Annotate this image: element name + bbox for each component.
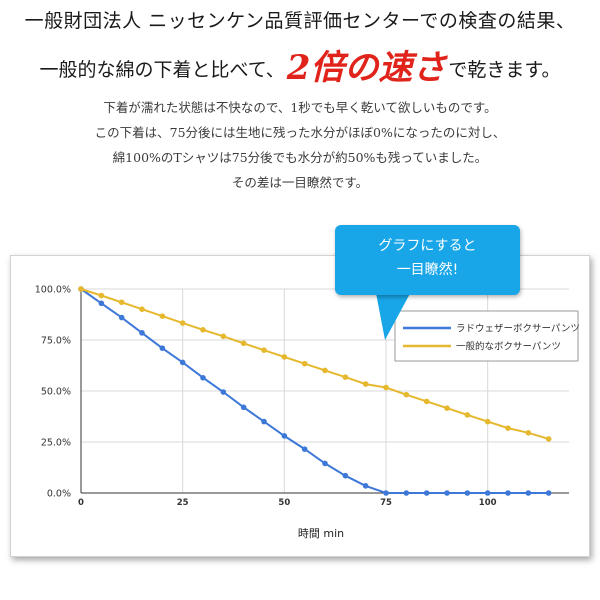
series-2-point xyxy=(98,292,105,299)
callout-line-1: グラフにすると xyxy=(378,238,477,254)
description-line-3: 綿100%のTシャツは75分後でも水分が約50%も残っていました。 xyxy=(112,150,488,165)
series-2-point xyxy=(362,381,369,387)
series-1-point xyxy=(322,460,328,467)
headline-emphasis: 2倍の速さ xyxy=(286,48,447,88)
series-1-point xyxy=(159,345,166,351)
series-2-point xyxy=(545,436,552,442)
series-2-point xyxy=(159,313,166,319)
series-2-point xyxy=(383,384,389,391)
series-2-point xyxy=(78,286,84,292)
series-1-point xyxy=(342,472,349,479)
dry-speed-chart: 0.0% 25.0% 50.0% 75.0% 100.0% 0 25 50 75 100 ラドウェ… xyxy=(35,285,580,541)
chart-series xyxy=(78,286,552,496)
series-1-point xyxy=(220,389,227,395)
series-1-point xyxy=(240,404,247,411)
y-tick-label: 75.0% xyxy=(41,336,71,347)
legend-label-series-2: 一般的なボクサーパンツ xyxy=(456,341,561,353)
series-1-point xyxy=(525,490,532,496)
chart-legend: ラドウェザーボクサーパンツ 一般的なボクサーパンツ xyxy=(394,310,580,362)
description-line-2: この下着は、75分後には生地に残った水分がほぼ0%になったのに対し、 xyxy=(94,125,506,140)
headline-line2-after: で乾きます。 xyxy=(448,59,561,81)
chart-axes: 0.0% 25.0% 50.0% 75.0% 100.0% 0 25 50 75 100 xyxy=(35,285,569,508)
series-1-point xyxy=(464,490,471,496)
chart-panel: 0.0% 25.0% 50.0% 75.0% 100.0% 0 25 50 75 100 ラドウェ… xyxy=(10,255,590,557)
series-2-point xyxy=(220,333,227,340)
headline-line1: 一般財団法人 ニッセンケン品質評価センターでの検査の結果、 xyxy=(24,10,576,32)
description-line-1: 下着が濡れた状態は不快なので、1秒でも早く乾いて欲しいものです。 xyxy=(103,100,497,115)
legend-label-series-1: ラドウェザーボクサーパンツ xyxy=(456,324,580,335)
series-2-point xyxy=(444,405,450,411)
series-1-point xyxy=(423,490,430,496)
description-line-4: その差は一目瞭然です。 xyxy=(231,175,369,190)
series-1-point xyxy=(118,314,125,321)
headline-line2-before: 一般的な綿の下着と比べて、 xyxy=(39,59,285,81)
series-1-point xyxy=(98,300,105,307)
y-tick-label: 50.0% xyxy=(41,387,71,398)
callout-tail xyxy=(375,288,413,340)
series-2-point xyxy=(464,412,471,418)
callout-line-2: 一目瞭然! xyxy=(396,262,459,278)
series-2-point xyxy=(403,391,410,398)
series-2-point xyxy=(322,367,328,374)
series-1-point xyxy=(505,490,511,496)
series-2-point xyxy=(423,398,430,405)
series-2-point xyxy=(505,425,511,431)
series-2-point xyxy=(240,340,247,347)
series-2-point xyxy=(118,299,125,306)
series-1-point xyxy=(281,433,288,439)
series-2-point xyxy=(281,354,288,360)
series-2-point xyxy=(179,320,186,326)
y-tick-label: 0.0% xyxy=(47,489,71,500)
headline-line2: 一般的な綿の下着と比べて、2倍の速さ で乾きます。 xyxy=(0,40,600,89)
description-block: 下着が濡れた状態は不快なので、1秒でも早く乾いて欲しいものです。 この下着は、7… xyxy=(0,95,600,195)
series-2-point xyxy=(301,360,308,367)
series-1-point xyxy=(139,330,145,336)
callout-bubble: グラフにすると 一目瞭然! xyxy=(335,225,520,295)
legend-box xyxy=(394,310,579,362)
series-2-point xyxy=(342,374,349,380)
x-tick-label: 0 xyxy=(78,498,84,508)
series-1-point xyxy=(484,490,491,496)
x-tick-label: 100 xyxy=(479,498,497,508)
series-2-point xyxy=(484,418,491,425)
series-1-point xyxy=(261,418,267,425)
series-2-point xyxy=(261,347,267,353)
x-tick-label: 25 xyxy=(177,498,189,508)
series-1-point xyxy=(444,490,450,496)
series-1-point xyxy=(383,490,389,496)
x-tick-label: 75 xyxy=(380,498,392,508)
y-tick-label: 100.0% xyxy=(35,285,71,296)
series-1-point xyxy=(301,446,308,452)
series-2-point xyxy=(200,327,206,333)
series-2-point xyxy=(525,430,532,436)
series-1-point xyxy=(545,490,552,496)
series-line-2 xyxy=(80,288,549,440)
series-1-point xyxy=(200,374,206,381)
series-2-point xyxy=(139,306,145,312)
x-tick-label: 50 xyxy=(278,498,290,508)
series-1-point xyxy=(362,483,369,489)
series-1-point xyxy=(179,359,186,366)
series-1-point xyxy=(403,490,410,496)
series-line-1 xyxy=(80,288,549,494)
x-axis-title: 時間 min xyxy=(298,527,344,540)
y-tick-label: 25.0% xyxy=(41,438,71,449)
